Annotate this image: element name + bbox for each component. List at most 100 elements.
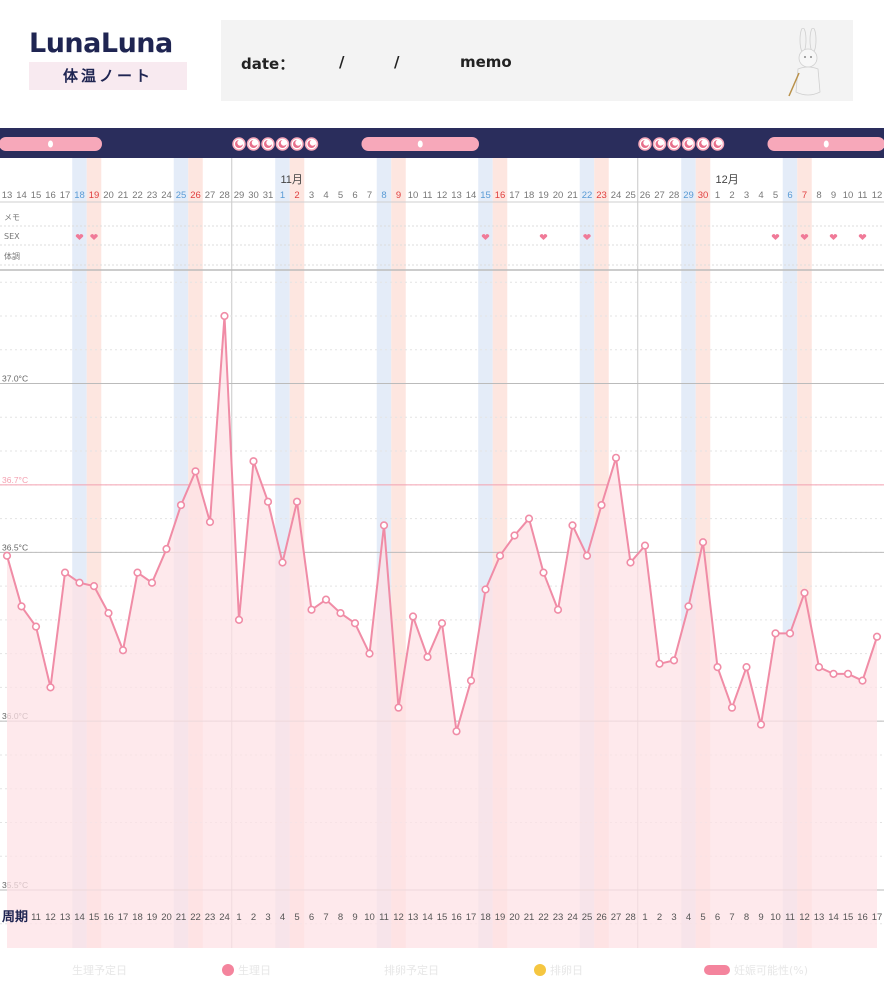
legend-ovulation-day: 排卵日 (534, 962, 583, 978)
cycle-day-label: 7 (729, 912, 734, 923)
cycle-day-row: 周期 11 12 13 14 15 16 17 18 19 20 21 22 23 24 1 2 3 4 5 6 7 8 9 1… (2, 910, 883, 925)
cycle-day-label: 9 (352, 912, 357, 923)
cycle-day-label: 6 (309, 912, 314, 923)
fertility-bar-icon (704, 965, 730, 975)
moon-shape (264, 140, 272, 148)
date-label: 22 (582, 190, 593, 201)
date-label: 14 (466, 190, 477, 201)
temperature-point (669, 656, 679, 665)
moon-shape (699, 140, 707, 148)
date-label: 20 (103, 190, 114, 201)
cycle-day-label: 4 (686, 912, 691, 923)
lunaluna-logo: LunaLuna 体温ノート (29, 28, 189, 90)
temperature-point (785, 629, 795, 638)
cycle-day-label: 13 (814, 912, 825, 923)
temperature-point (829, 669, 838, 679)
date-label: 18 (74, 190, 85, 201)
temperature-point (698, 538, 708, 547)
heart-icon (800, 234, 809, 240)
temperature-point (582, 551, 592, 560)
date-label: 10 (843, 190, 854, 201)
rabbit-mascot-icon (788, 28, 821, 97)
heart-icon (90, 234, 98, 240)
droplet-icon (417, 140, 423, 148)
temperature-point (437, 619, 447, 628)
date-label: 6 (787, 190, 792, 201)
cycle-day-label: 13 (408, 912, 419, 923)
period-moon-icon (667, 137, 681, 151)
moon-shape (278, 140, 287, 148)
cycle-day-label: 15 (89, 912, 100, 923)
egg-icon (534, 964, 546, 976)
temperature-point (31, 622, 41, 631)
date-label: 5 (338, 190, 343, 201)
cycle-day-label: 11 (379, 912, 389, 923)
cycle-day-label: 17 (872, 912, 883, 923)
period-moon-icon (232, 137, 246, 151)
temperature-point (147, 578, 157, 587)
temperature-point (249, 457, 258, 466)
cycle-day-label: 6 (715, 912, 720, 923)
heart-icon (583, 234, 591, 240)
legend-ovulation-day-label: 排卵日 (550, 964, 583, 977)
moon-shape (684, 140, 693, 148)
date-label: 10 (408, 190, 419, 201)
cycle-day-label: 12 (45, 912, 56, 923)
legend-period-day: 生理日 (222, 962, 271, 978)
date-label: 29 (234, 190, 245, 201)
temperature-point (626, 558, 635, 567)
date-label: 26 (190, 190, 201, 201)
moon-shape (235, 140, 243, 148)
date-label-row: 13 14 15 16 17 18 19 20 21 22 23 24 25 26 27 28 29 30 31 1 2… (0, 190, 884, 203)
heart-icon (829, 234, 838, 240)
temperature-point (727, 703, 737, 712)
period-day-markers (232, 137, 725, 151)
date-label: 24 (161, 190, 172, 201)
date-label: 3 (744, 190, 749, 201)
cycle-day-label: 15 (437, 912, 448, 923)
temperature-point (176, 500, 186, 510)
date-label: 3 (309, 190, 314, 201)
date-label: 24 (611, 190, 622, 201)
cycle-day-label: 3 (671, 912, 676, 923)
date-label: 1 (280, 190, 285, 201)
date-label: 4 (323, 190, 328, 201)
chart-legend: 生理予定日 生理日 排卵予定日 排卵日 妊娠可能性(%) (0, 950, 884, 990)
cycle-day-label: 22 (190, 912, 201, 923)
cycle-day-label: 16 (857, 912, 868, 923)
temperature-point (481, 585, 490, 594)
period-moon-icon (652, 137, 667, 151)
cycle-day-label: 26 (596, 912, 607, 923)
cycle-day-label: 21 (524, 912, 535, 923)
date-label: 29 (683, 190, 694, 201)
cycle-day-label: 16 (451, 912, 462, 923)
heart-icon (771, 234, 780, 240)
cycle-day-label: 14 (828, 912, 839, 923)
temperature-point (640, 541, 650, 550)
month-label: 12月 (716, 174, 739, 186)
date-label: 23 (596, 190, 607, 201)
date-label: 16 (45, 190, 56, 201)
cycle-day-label: 8 (744, 912, 749, 923)
logo-subtitle: 体温ノート (29, 62, 187, 90)
temperature-point (118, 646, 128, 655)
date-memo-box[interactable]: date： / / memo (221, 20, 853, 101)
cycle-day-label: 10 (770, 912, 781, 923)
cycle-day-label: 25 (582, 912, 593, 923)
cycle-day-label: 14 (422, 912, 433, 923)
temperature-point (684, 602, 693, 611)
date-label: 16 (495, 190, 506, 201)
temperature-point (133, 568, 142, 577)
temperature-point (742, 663, 751, 672)
temperature-point (800, 588, 809, 597)
y-tick-label: 37.0°C (2, 374, 28, 384)
cycle-day-label: 8 (338, 912, 343, 923)
date-label: 13 (2, 190, 13, 201)
period-moon-icon (246, 137, 261, 151)
memo-label: memo (460, 53, 512, 71)
cycle-day-label: 3 (265, 912, 270, 923)
date-label: 31 (263, 190, 274, 201)
temperature-point (17, 602, 26, 611)
legend-period-expected: 生理予定日 (72, 962, 127, 978)
cycle-day-label: 5 (294, 912, 299, 923)
